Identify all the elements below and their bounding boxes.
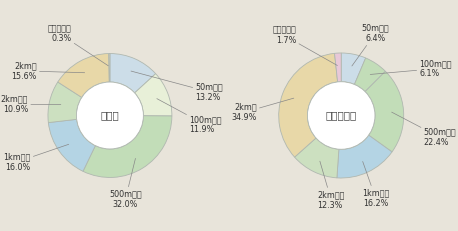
Wedge shape <box>135 74 172 116</box>
Wedge shape <box>365 71 403 152</box>
Text: 500m以下
32.0%: 500m以下 32.0% <box>109 158 142 209</box>
Text: 2km以下
12.3%: 2km以下 12.3% <box>317 161 345 210</box>
Text: 高齢者: 高齢者 <box>101 110 119 121</box>
Text: 2km超
15.6%: 2km超 15.6% <box>11 61 85 81</box>
Wedge shape <box>354 58 386 92</box>
Wedge shape <box>58 54 109 97</box>
Wedge shape <box>83 116 172 177</box>
Text: 1km以下
16.0%: 1km以下 16.0% <box>3 144 69 172</box>
Wedge shape <box>48 82 82 123</box>
Text: 調査不能等
0.3%: 調査不能等 0.3% <box>48 24 108 66</box>
Wedge shape <box>341 53 365 85</box>
Text: 2km以下
10.9%: 2km以下 10.9% <box>1 95 61 114</box>
Text: 1km以下
16.2%: 1km以下 16.2% <box>362 161 389 208</box>
Wedge shape <box>279 53 338 157</box>
Wedge shape <box>109 54 110 82</box>
Text: 500m以下
22.4%: 500m以下 22.4% <box>392 112 456 147</box>
Text: 50m以下
6.4%: 50m以下 6.4% <box>352 23 389 66</box>
Circle shape <box>76 82 143 149</box>
Text: 2km超
34.9%: 2km超 34.9% <box>231 98 294 122</box>
Wedge shape <box>334 53 341 82</box>
Text: 50m以下
13.2%: 50m以下 13.2% <box>131 71 223 102</box>
Text: 100m以下
11.9%: 100m以下 11.9% <box>157 99 222 134</box>
Wedge shape <box>49 119 95 171</box>
Wedge shape <box>110 54 156 93</box>
Wedge shape <box>337 135 392 178</box>
Circle shape <box>307 82 375 149</box>
Text: 調査不能等
1.7%: 調査不能等 1.7% <box>273 26 338 66</box>
Text: 100m以下
6.1%: 100m以下 6.1% <box>370 59 452 78</box>
Text: 高齢者以外: 高齢者以外 <box>326 110 357 121</box>
Wedge shape <box>294 138 339 178</box>
